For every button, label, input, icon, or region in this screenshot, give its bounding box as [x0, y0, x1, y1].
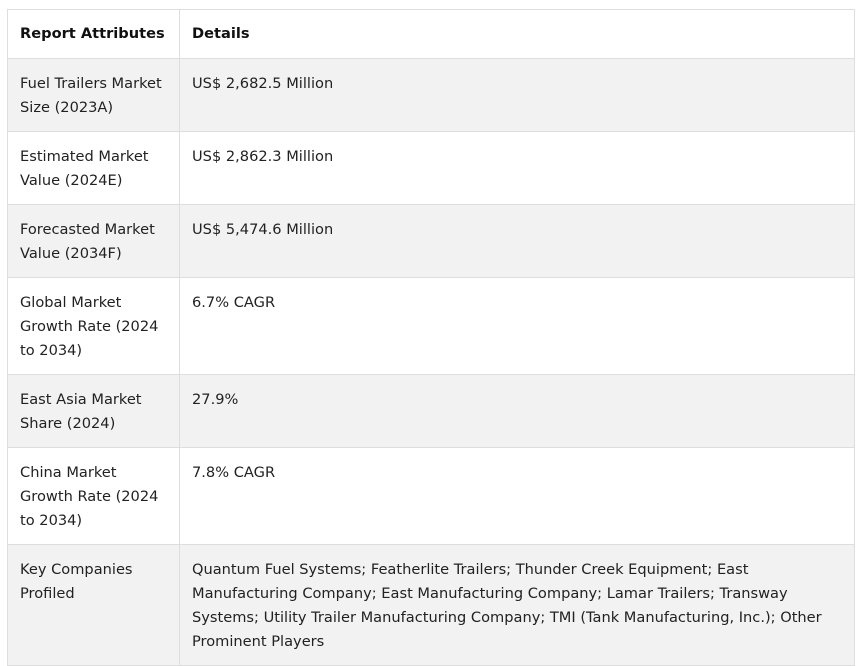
attribute-cell: Key Companies Profiled — [7, 544, 180, 666]
attribute-cell: Fuel Trailers Market Size (2023A) — [7, 58, 180, 132]
table-row: Key Companies Profiled Quantum Fuel Syst… — [7, 544, 855, 666]
table-row: Estimated Market Value (2024E) US$ 2,862… — [7, 131, 855, 205]
detail-cell: 27.9% — [179, 374, 855, 448]
detail-cell: Quantum Fuel Systems; Featherlite Traile… — [179, 544, 855, 666]
detail-cell: US$ 5,474.6 Million — [179, 204, 855, 278]
table-row: Global Market Growth Rate (2024 to 2034)… — [7, 277, 855, 375]
detail-cell: US$ 2,862.3 Million — [179, 131, 855, 205]
header-details: Details — [179, 9, 855, 59]
attribute-cell: Forecasted Market Value (2034F) — [7, 204, 180, 278]
report-attributes-table: Report Attributes Details Fuel Trailers … — [7, 9, 855, 666]
attribute-cell: Global Market Growth Rate (2024 to 2034) — [7, 277, 180, 375]
table-row: China Market Growth Rate (2024 to 2034) … — [7, 447, 855, 545]
attribute-cell: East Asia Market Share (2024) — [7, 374, 180, 448]
detail-cell: US$ 2,682.5 Million — [179, 58, 855, 132]
table-row: East Asia Market Share (2024) 27.9% — [7, 374, 855, 448]
header-report-attributes: Report Attributes — [7, 9, 180, 59]
table-row: Forecasted Market Value (2034F) US$ 5,47… — [7, 204, 855, 278]
detail-cell: 7.8% CAGR — [179, 447, 855, 545]
attribute-cell: China Market Growth Rate (2024 to 2034) — [7, 447, 180, 545]
report-attributes-table-container: Report Attributes Details Fuel Trailers … — [7, 9, 855, 666]
attribute-cell: Estimated Market Value (2024E) — [7, 131, 180, 205]
table-header-row: Report Attributes Details — [7, 9, 855, 59]
table-row: Fuel Trailers Market Size (2023A) US$ 2,… — [7, 58, 855, 132]
detail-cell: 6.7% CAGR — [179, 277, 855, 375]
